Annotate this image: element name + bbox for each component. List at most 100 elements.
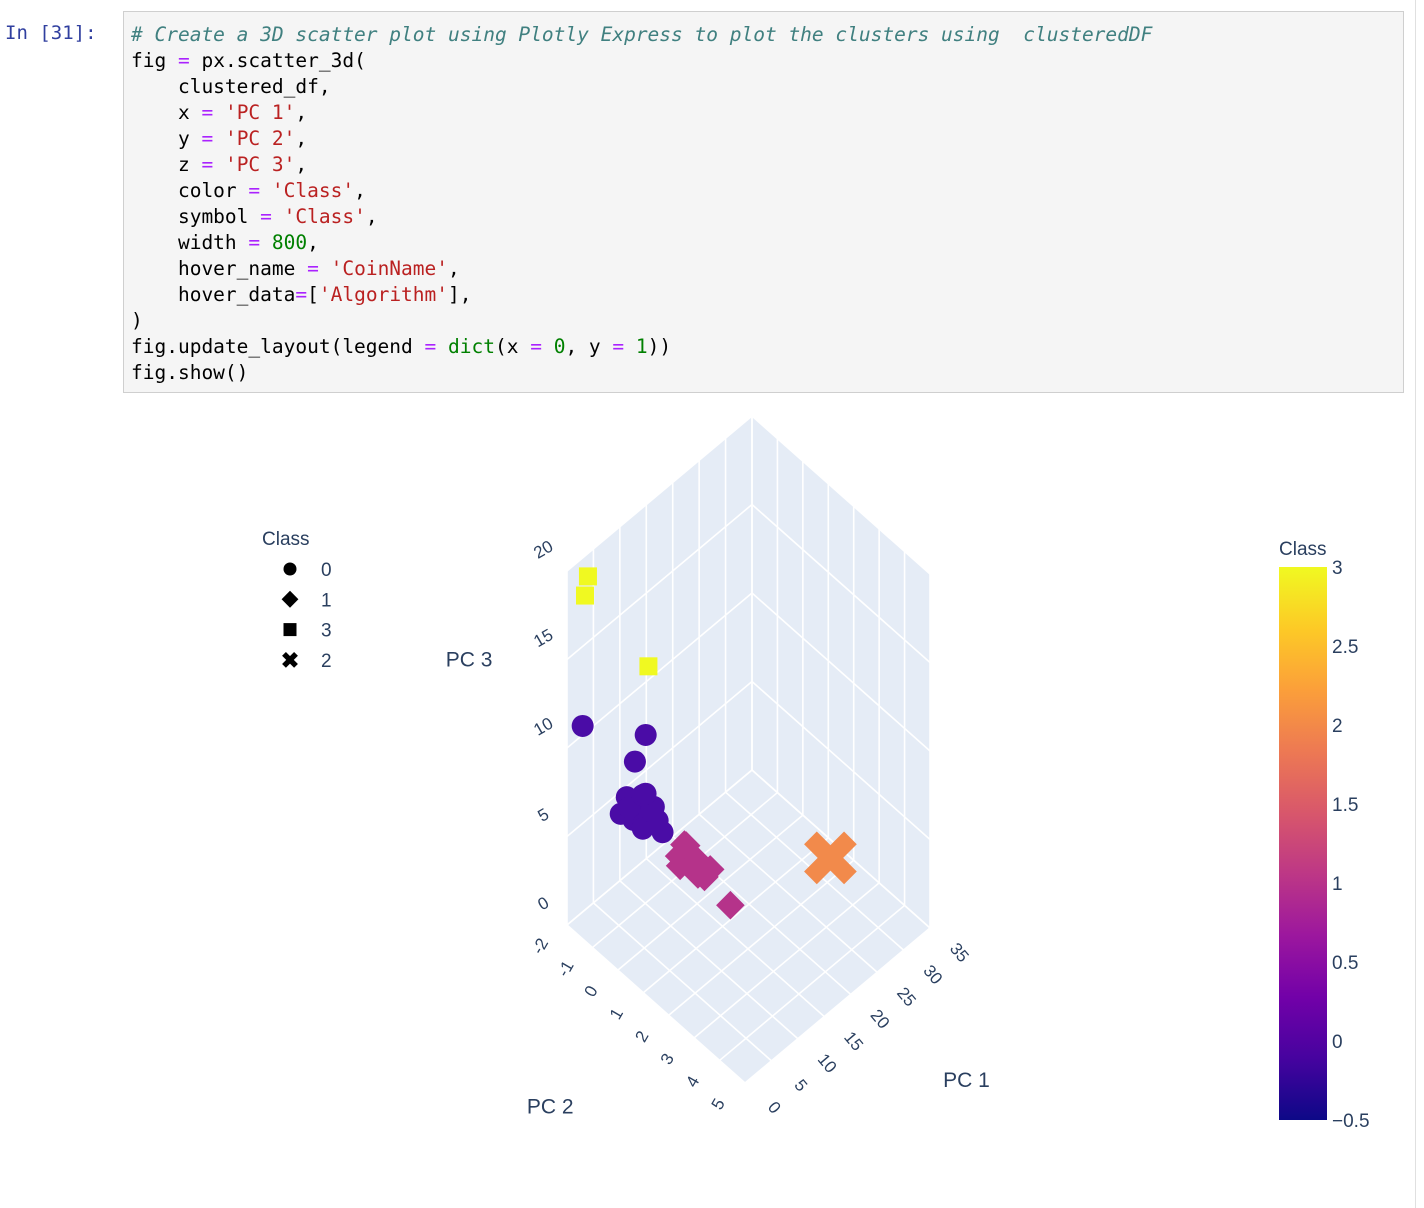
code-token: = — [260, 205, 272, 228]
code-token: # Create a 3D scatter plot using Plotly … — [131, 23, 1153, 46]
code-token — [213, 153, 225, 176]
code-token: = — [248, 179, 261, 202]
legend-item-0[interactable]: 0 — [283, 560, 332, 581]
colorbar-tick-label: 1.5 — [1332, 795, 1358, 816]
code-token — [272, 205, 284, 228]
code-token: , — [295, 101, 308, 124]
legend-item-1[interactable]: 1 — [281, 590, 332, 611]
square-legend-icon[interactable] — [283, 623, 297, 637]
legend-item-2[interactable]: 2 — [282, 651, 332, 672]
colorbar-tick-label: 3 — [1332, 558, 1343, 579]
code-token: 800 — [271, 231, 308, 254]
code-token: (x — [494, 335, 531, 358]
diamond-legend-icon[interactable] — [281, 590, 299, 608]
code-token: 'CoinName' — [330, 257, 449, 280]
code-line: color = 'Class', — [131, 179, 366, 202]
code-line: x = 'PC 1', — [131, 101, 307, 124]
code-token: 1 — [635, 335, 648, 358]
code-token: fig.show() — [131, 361, 249, 384]
code-token: fig.update_layout(legend — [131, 335, 425, 358]
code-token: , — [365, 205, 378, 228]
code-token: = — [201, 101, 214, 124]
code-token: hover_data — [131, 283, 296, 306]
code-token: hover_name — [131, 257, 308, 280]
code-line: fig.show() — [131, 361, 248, 384]
grid-line — [751, 415, 931, 575]
grid-line — [566, 769, 753, 926]
grid-line — [751, 680, 931, 841]
colorbar-scale — [1279, 567, 1327, 1120]
legend-item-label: 0 — [321, 560, 332, 581]
code-token: x — [131, 101, 202, 124]
x-tick-label: 5 — [790, 1076, 811, 1095]
grid-line — [751, 592, 931, 752]
grid-line — [617, 814, 804, 971]
data-points[interactable] — [571, 567, 857, 920]
x-tick-label: 10 — [814, 1050, 841, 1077]
code-token: y — [131, 127, 202, 150]
code-token: 'PC 1' — [224, 101, 296, 124]
z-tick-label: 15 — [530, 625, 556, 651]
colorbar-tick-label: 0 — [1332, 1032, 1343, 1053]
x-legend-icon[interactable] — [282, 651, 298, 668]
y-tick-label: -1 — [554, 957, 578, 980]
code-editor[interactable]: # Create a 3D scatter plot using Plotly … — [131, 22, 1152, 386]
data-point-class-0[interactable] — [634, 723, 657, 746]
data-point-class-0[interactable] — [623, 750, 646, 773]
legend[interactable]: Class 0 1 3 2 — [262, 529, 332, 672]
data-point-class-3[interactable] — [578, 567, 597, 586]
data-point-class-3[interactable] — [576, 586, 594, 605]
x-tick-label: 25 — [893, 984, 920, 1011]
code-token: = — [612, 335, 625, 358]
data-point-class-1[interactable] — [716, 890, 745, 920]
code-token — [542, 335, 554, 358]
code-token: = — [295, 283, 308, 306]
data-point-class-2[interactable] — [804, 831, 857, 885]
legend-item-label: 2 — [321, 651, 332, 672]
legend-title: Class — [262, 529, 310, 550]
colorbar-tick-label: 0.5 — [1332, 953, 1358, 974]
code-token: fig — [131, 49, 178, 72]
code-token: = — [307, 257, 319, 280]
data-point-class-0[interactable] — [634, 782, 657, 805]
code-line: z = 'PC 3', — [131, 153, 307, 176]
grid-line — [566, 924, 746, 1084]
data-point-class-3[interactable] — [639, 657, 658, 676]
data-point-class-0[interactable] — [640, 800, 663, 823]
grid-line — [566, 680, 753, 838]
y-tick-label: 1 — [606, 1005, 627, 1023]
code-token: [ — [307, 283, 319, 306]
code-token — [260, 231, 272, 254]
code-line: width = 800, — [131, 231, 319, 254]
z-tick-label: 20 — [530, 537, 556, 563]
code-token: ) — [131, 309, 143, 332]
colorbar-tick-label: 2 — [1332, 716, 1343, 737]
code-token: 'Class' — [283, 205, 366, 228]
code-token — [436, 335, 448, 358]
grid-line — [744, 927, 931, 1084]
code-cell[interactable]: # Create a 3D scatter plot using Plotly … — [123, 11, 1404, 393]
code-line: hover_data=['Algorithm'], — [131, 283, 472, 306]
data-point-class-1[interactable] — [695, 855, 725, 884]
code-token: = — [248, 231, 261, 254]
data-point-class-1[interactable] — [670, 830, 699, 859]
code-token: clustered_df, — [131, 75, 331, 98]
code-token — [260, 179, 272, 202]
legend-item-3[interactable]: 3 — [283, 621, 332, 642]
code-token: = — [424, 335, 437, 358]
code-line: symbol = 'Class', — [131, 205, 378, 228]
circle-legend-icon[interactable] — [283, 562, 297, 576]
code-token: = — [177, 49, 190, 72]
grid-line — [698, 813, 878, 973]
code-line: ) — [131, 309, 143, 332]
y-tick-label: 5 — [708, 1095, 729, 1113]
data-point-class-0[interactable] — [571, 714, 594, 737]
y-axis-title: PC 2 — [527, 1096, 574, 1119]
x-tick-label: 0 — [764, 1098, 785, 1117]
code-line: # Create a 3D scatter plot using Plotly … — [131, 23, 1152, 46]
cell-prompt: In [31]: — [5, 22, 97, 44]
code-line: fig = px.scatter_3d( — [131, 49, 366, 72]
code-token: , — [295, 127, 308, 150]
